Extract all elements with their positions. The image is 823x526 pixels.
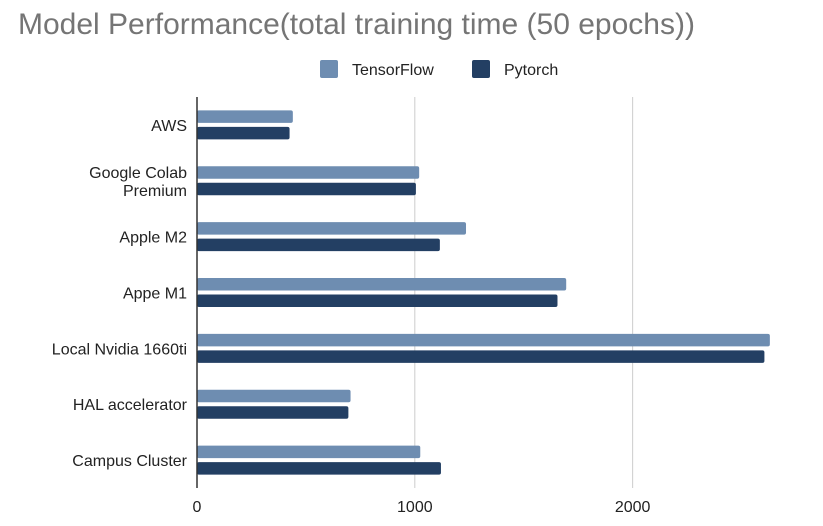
legend-label-pytorch: Pytorch xyxy=(504,62,558,79)
bar-pytorch xyxy=(197,126,290,140)
y-category-label: Appe M1 xyxy=(123,286,187,303)
y-category-label: Apple M2 xyxy=(119,230,187,247)
bar-pytorch xyxy=(197,350,765,363)
bar-pytorch xyxy=(197,406,349,419)
bar-tensorflow xyxy=(197,222,467,235)
x-tick-label: 1000 xyxy=(397,499,433,516)
y-category-label: AWS xyxy=(151,118,187,135)
bar-pytorch xyxy=(197,238,440,252)
x-axis-labels: 0 1000 2000 xyxy=(193,499,651,516)
bar-tensorflow xyxy=(197,278,567,291)
y-category-label: Google Colab xyxy=(89,165,187,182)
legend: TensorFlow Pytorch xyxy=(320,60,558,79)
y-category-label: HAL accelerator xyxy=(73,397,188,414)
bar-pytorch xyxy=(197,294,558,307)
y-category-label: Premium xyxy=(123,183,187,200)
bar-pytorch xyxy=(197,182,416,196)
bars xyxy=(197,110,770,475)
legend-swatch-tensorflow xyxy=(320,60,338,78)
y-category-label: Campus Cluster xyxy=(72,453,187,470)
bar-tensorflow xyxy=(197,333,770,347)
chart-title: Model Performance(total training time (5… xyxy=(18,8,695,41)
bar-tensorflow xyxy=(197,389,351,403)
bar-tensorflow xyxy=(197,445,421,459)
x-tick-label: 2000 xyxy=(615,499,651,516)
gridlines xyxy=(414,97,634,488)
y-category-label: Local Nvidia 1660ti xyxy=(52,341,187,358)
bar-tensorflow xyxy=(197,110,293,123)
legend-swatch-pytorch xyxy=(472,60,490,78)
bar-tensorflow xyxy=(197,166,420,179)
legend-label-tensorflow: TensorFlow xyxy=(352,62,434,79)
x-tick-label: 0 xyxy=(193,499,202,516)
bar-pytorch xyxy=(197,462,441,475)
